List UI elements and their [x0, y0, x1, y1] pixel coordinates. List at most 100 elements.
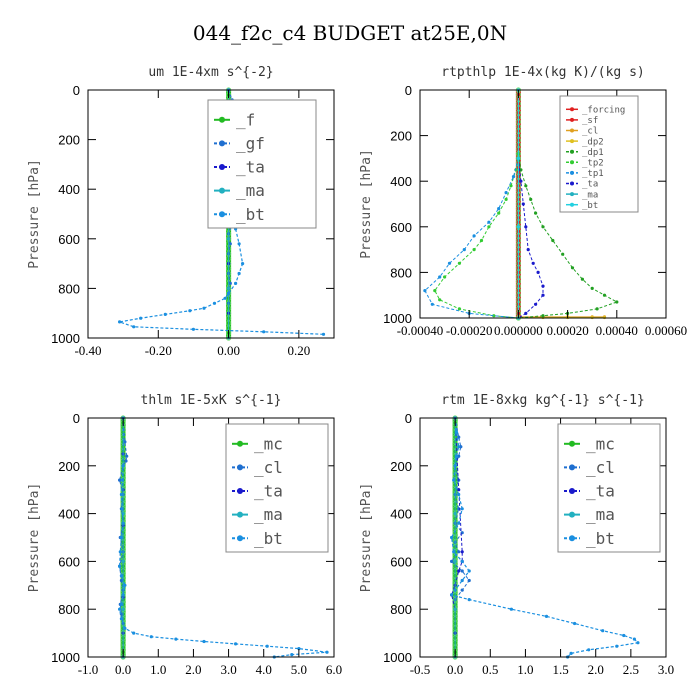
data-point [223, 296, 227, 300]
data-point [573, 621, 577, 626]
data-point [163, 312, 167, 316]
data-point [460, 507, 464, 511]
plot-frame [419, 417, 667, 658]
data-point [454, 430, 459, 434]
y-tick-label: 400 [390, 174, 412, 189]
data-point [438, 275, 442, 279]
data-point [521, 202, 525, 206]
legend-marker [569, 440, 575, 447]
legend-label: _ma [586, 505, 615, 524]
data-point [453, 607, 457, 611]
data-point [118, 478, 122, 482]
data-point [524, 184, 528, 188]
x-tick-label: 3.0 [220, 662, 236, 677]
data-point [454, 454, 459, 458]
legend-box [207, 99, 317, 229]
data-point [622, 633, 626, 638]
legend-label: _f [236, 110, 255, 129]
data-point [121, 559, 125, 564]
legend-label: _cl [586, 458, 615, 477]
data-point [119, 578, 123, 583]
legend-label: _mc [254, 434, 283, 453]
x-tick-label: 0.5 [482, 662, 498, 677]
data-point [479, 238, 484, 243]
legend-marker [219, 211, 225, 218]
data-point [234, 642, 238, 646]
data-point [524, 225, 528, 229]
data-point [118, 564, 122, 568]
data-point [123, 626, 127, 630]
legend: _f _gf _ta _ma _bt [207, 99, 317, 229]
data-point [541, 314, 545, 318]
data-point [325, 650, 329, 654]
data-point [202, 639, 206, 644]
legend-marker [569, 464, 575, 471]
data-point [534, 302, 538, 306]
data-point [265, 644, 269, 648]
legend: _mc _cl _ta _ma _bt [225, 423, 329, 553]
panel-title: thlm 1E-5xK s^{-1} [141, 393, 282, 408]
legend-marker [570, 192, 574, 197]
data-point [531, 261, 535, 265]
data-point [460, 588, 464, 592]
x-tick-label: -1.0 [78, 662, 99, 677]
legend-label: _mc [586, 434, 615, 453]
data-point [262, 330, 266, 334]
legend-label: _ma [236, 181, 265, 200]
x-tick-label: 3.0 [658, 662, 674, 677]
data-point [487, 220, 491, 224]
data-point [460, 550, 464, 554]
data-point [121, 464, 125, 468]
legend-marker [570, 160, 574, 165]
legend-label: _bt [586, 529, 615, 548]
legend-marker [237, 488, 243, 494]
plot-frame [87, 89, 335, 339]
legend-label: _dp2 [582, 137, 604, 147]
data-point [504, 197, 508, 201]
x-tick-label: 1.0 [150, 662, 166, 677]
y-tick-label: 0 [73, 83, 80, 98]
legend-label: _gf [236, 134, 265, 153]
y-axis-label: Pressure [hPa] [359, 483, 374, 593]
data-point [237, 271, 241, 276]
data-point [124, 459, 128, 463]
legend-marker [219, 187, 225, 194]
legend-marker [570, 139, 574, 144]
x-tick-label: -0.40 [74, 343, 101, 358]
data-point [590, 286, 594, 290]
series-line [117, 90, 324, 335]
y-tick-label: 800 [58, 602, 80, 617]
series-line [450, 417, 470, 600]
data-point [632, 637, 637, 641]
data-point [457, 492, 461, 497]
data-point [551, 238, 555, 243]
data-point [497, 207, 501, 211]
data-point [453, 464, 457, 468]
legend-label: _bt [236, 205, 265, 224]
data-point [580, 277, 585, 281]
data-point [228, 242, 232, 246]
data-point [227, 286, 231, 290]
y-tick-label: 200 [390, 129, 412, 144]
y-tick-label: 1000 [383, 311, 412, 326]
plot-frame [87, 417, 335, 658]
data-point [457, 261, 461, 265]
data-point [123, 583, 127, 587]
data-point [541, 284, 545, 288]
panels: um 1E-4xm s^{-2} Pressure [hPa] 0 200 400 600… [27, 65, 687, 677]
data-point [602, 293, 607, 297]
panel-title: rtm 1E-8xkg kg^{-1} s^{-1} [441, 393, 645, 408]
data-point [120, 507, 124, 511]
data-point [492, 314, 496, 318]
data-point [121, 593, 125, 597]
x-tick-label: -0.00040 [397, 323, 444, 338]
panel-1: rtpthlp 1E-4x(kg K)/(kg s) Pressure [hPa]… [359, 65, 687, 338]
legend-label: _ta [586, 482, 615, 501]
y-tick-label: 1000 [51, 331, 80, 346]
y-tick-label: 0 [405, 83, 412, 98]
x-tick-label: 2.5 [623, 662, 639, 677]
panel-3: rtm 1E-8xkg kg^{-1} s^{-1} Pressure [hPa]… [359, 393, 674, 677]
legend-label: _ma [582, 190, 598, 200]
legend-label: _cl [582, 127, 598, 137]
legend-marker [570, 181, 574, 186]
